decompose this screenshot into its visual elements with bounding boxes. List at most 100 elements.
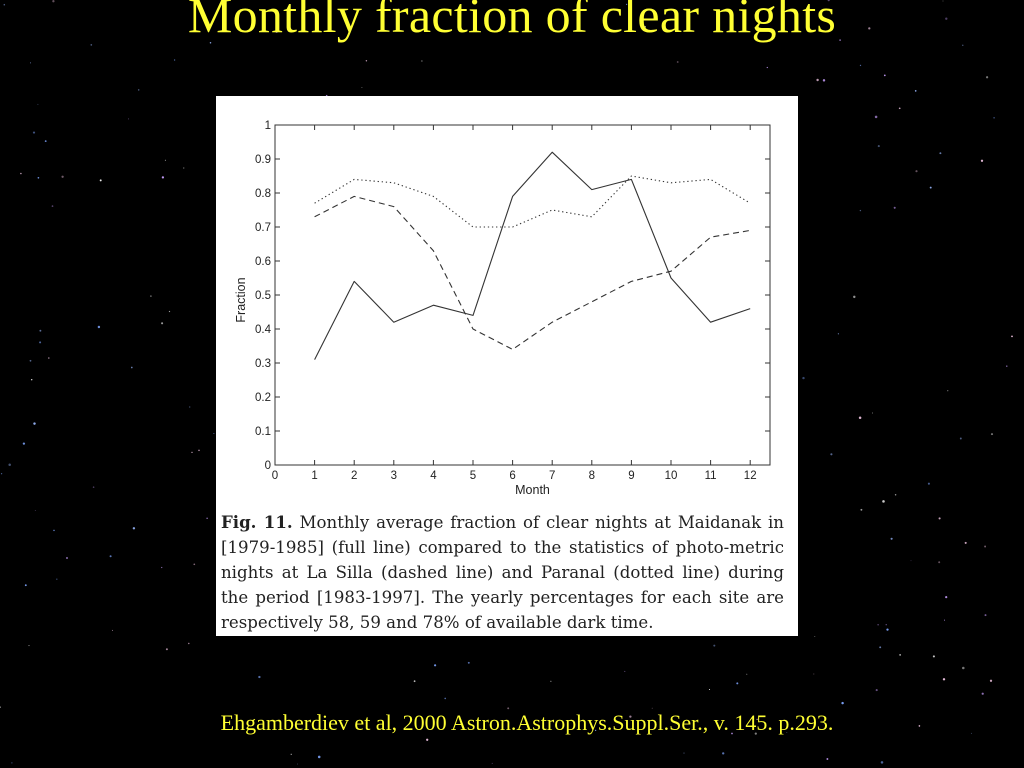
star bbox=[44, 140, 47, 143]
y-tick-label: 0 bbox=[265, 460, 271, 472]
star bbox=[30, 62, 31, 64]
star bbox=[1011, 335, 1013, 338]
star bbox=[989, 679, 993, 682]
star bbox=[858, 416, 862, 419]
star bbox=[736, 682, 739, 685]
y-tick-label: 0.2 bbox=[255, 392, 271, 404]
star bbox=[37, 103, 39, 105]
star bbox=[985, 76, 989, 79]
series-line-solid bbox=[314, 151, 751, 360]
x-axis-label: Month bbox=[515, 483, 550, 497]
star bbox=[939, 152, 942, 155]
star bbox=[361, 86, 363, 89]
star bbox=[189, 406, 191, 408]
x-tick-label: 2 bbox=[351, 470, 357, 482]
star bbox=[910, 560, 912, 562]
line-chart: 0 1 2 3 4 5 6 7 8 9 10 11 1200.10.20.30.40.50.60.70.… bbox=[234, 120, 771, 497]
star bbox=[651, 707, 653, 709]
star bbox=[880, 761, 884, 764]
star bbox=[24, 584, 27, 587]
star bbox=[0, 706, 1, 708]
x-tick-label: 12 bbox=[744, 470, 757, 482]
star bbox=[708, 688, 711, 691]
x-tick-label: 1 bbox=[311, 470, 317, 482]
y-tick-label: 0.4 bbox=[255, 324, 272, 336]
star bbox=[893, 206, 896, 209]
series-line-dashed bbox=[314, 195, 751, 350]
star bbox=[183, 167, 185, 169]
star bbox=[927, 482, 930, 485]
x-tick-label: 5 bbox=[470, 470, 476, 482]
star bbox=[837, 333, 839, 335]
star bbox=[150, 295, 152, 297]
star bbox=[444, 697, 447, 700]
star bbox=[872, 412, 873, 414]
star bbox=[109, 555, 112, 558]
star bbox=[0, 473, 3, 475]
y-tick-label: 0.9 bbox=[255, 154, 271, 166]
star bbox=[984, 614, 987, 617]
star bbox=[629, 715, 632, 718]
star bbox=[111, 629, 114, 631]
star bbox=[962, 666, 965, 670]
star bbox=[56, 578, 58, 580]
star bbox=[29, 359, 32, 362]
star bbox=[877, 145, 880, 148]
y-tick-label: 0.7 bbox=[255, 222, 271, 234]
star bbox=[39, 329, 42, 332]
star bbox=[970, 732, 972, 734]
star bbox=[22, 442, 26, 445]
star bbox=[34, 509, 36, 511]
x-tick-label: 7 bbox=[549, 470, 555, 482]
star bbox=[676, 61, 679, 63]
x-tick-label: 11 bbox=[705, 470, 717, 482]
star bbox=[886, 628, 889, 631]
star bbox=[929, 186, 932, 189]
star bbox=[491, 762, 493, 764]
star bbox=[209, 41, 212, 44]
star bbox=[290, 753, 292, 755]
star bbox=[964, 541, 967, 544]
star bbox=[918, 725, 921, 727]
star bbox=[942, 0, 944, 2]
star bbox=[802, 376, 805, 380]
star bbox=[943, 619, 946, 621]
star bbox=[99, 179, 102, 182]
x-tick-label: 10 bbox=[665, 470, 678, 482]
star bbox=[898, 107, 901, 110]
star bbox=[550, 680, 552, 682]
star bbox=[945, 17, 948, 20]
star bbox=[853, 295, 856, 299]
plot-area-frame bbox=[274, 124, 771, 466]
star bbox=[899, 654, 901, 656]
star bbox=[161, 176, 165, 179]
caption-text: Monthly average fraction of clear nights… bbox=[221, 513, 784, 632]
star bbox=[766, 66, 768, 69]
star bbox=[980, 159, 984, 162]
citation: Ehgamberdiev et al, 2000 Astron.Astrophy… bbox=[220, 710, 834, 735]
star bbox=[826, 758, 829, 760]
figure-caption: Fig. 11. Monthly average fraction of cle… bbox=[221, 510, 784, 635]
star bbox=[877, 624, 879, 626]
star bbox=[3, 3, 6, 6]
star bbox=[932, 655, 935, 658]
star bbox=[816, 78, 819, 82]
star bbox=[882, 500, 885, 503]
y-tick-label: 0.6 bbox=[255, 256, 271, 268]
figure-panel: 0 1 2 3 4 5 6 7 8 9 10 11 12 0 0.1 0.2 0.3 0.4 0.5 0.6 0.7 0.… bbox=[216, 96, 798, 636]
star bbox=[507, 707, 510, 710]
star bbox=[32, 131, 36, 134]
star bbox=[66, 557, 68, 559]
star bbox=[61, 175, 64, 178]
star bbox=[990, 433, 994, 436]
star bbox=[206, 517, 208, 519]
star bbox=[962, 44, 964, 46]
star bbox=[8, 463, 11, 466]
x-tick-label: 4 bbox=[430, 470, 437, 482]
star bbox=[90, 44, 93, 46]
star bbox=[713, 644, 716, 647]
star bbox=[786, 732, 788, 733]
star bbox=[754, 732, 757, 735]
star bbox=[827, 0, 830, 2]
x-tick-label: 6 bbox=[509, 470, 515, 482]
